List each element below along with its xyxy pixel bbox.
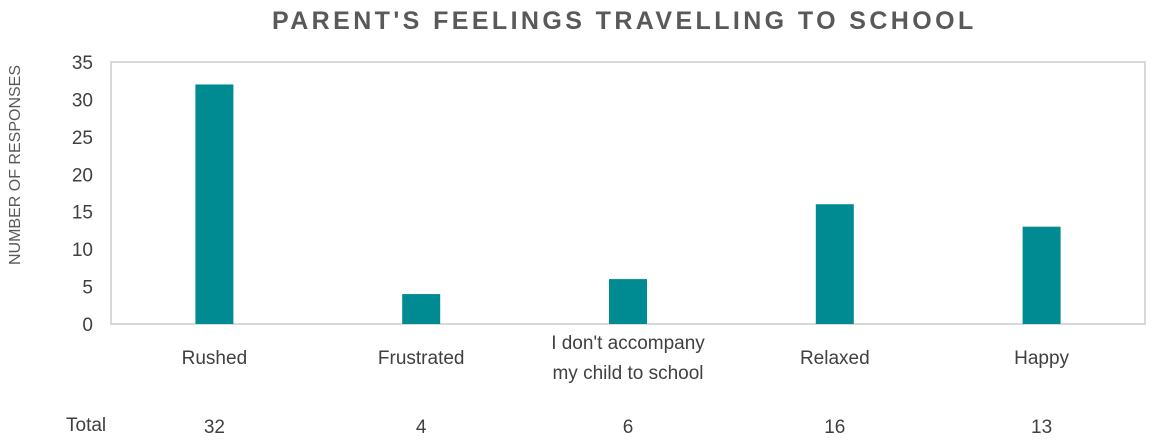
y-tick-label: 30 bbox=[72, 90, 93, 111]
bar bbox=[609, 279, 647, 324]
x-category-label: Happy bbox=[1014, 348, 1070, 369]
y-tick-label: 10 bbox=[72, 240, 93, 261]
bar bbox=[1022, 226, 1061, 324]
total-value: 4 bbox=[415, 417, 427, 438]
bar bbox=[195, 84, 234, 324]
y-axis-ticks: 0 5 10 15 20 25 30 35 bbox=[72, 53, 93, 336]
y-tick-label: 25 bbox=[72, 128, 93, 149]
total-value: 32 bbox=[203, 417, 225, 438]
total-value: 6 bbox=[622, 417, 634, 438]
x-category-label: I don't accompany my child to school bbox=[551, 333, 705, 384]
total-value: 16 bbox=[824, 417, 846, 438]
bar bbox=[402, 294, 441, 324]
y-tick-label: 15 bbox=[72, 203, 93, 224]
y-tick-label: 35 bbox=[72, 53, 93, 74]
y-tick-label: 20 bbox=[72, 165, 93, 186]
x-category-label: Relaxed bbox=[799, 348, 870, 369]
x-category-label: Frustrated bbox=[377, 348, 465, 369]
y-tick-label: 0 bbox=[82, 315, 93, 336]
total-value: 13 bbox=[1031, 417, 1053, 438]
total-row-label: Total bbox=[66, 415, 107, 436]
y-tick-label: 5 bbox=[82, 278, 93, 299]
chart-title: PARENT'S FEELINGS TRAVELLING TO SCHOOL bbox=[272, 7, 977, 35]
bars bbox=[195, 84, 1061, 324]
x-category-label: Rushed bbox=[181, 348, 248, 369]
bar bbox=[815, 204, 854, 324]
